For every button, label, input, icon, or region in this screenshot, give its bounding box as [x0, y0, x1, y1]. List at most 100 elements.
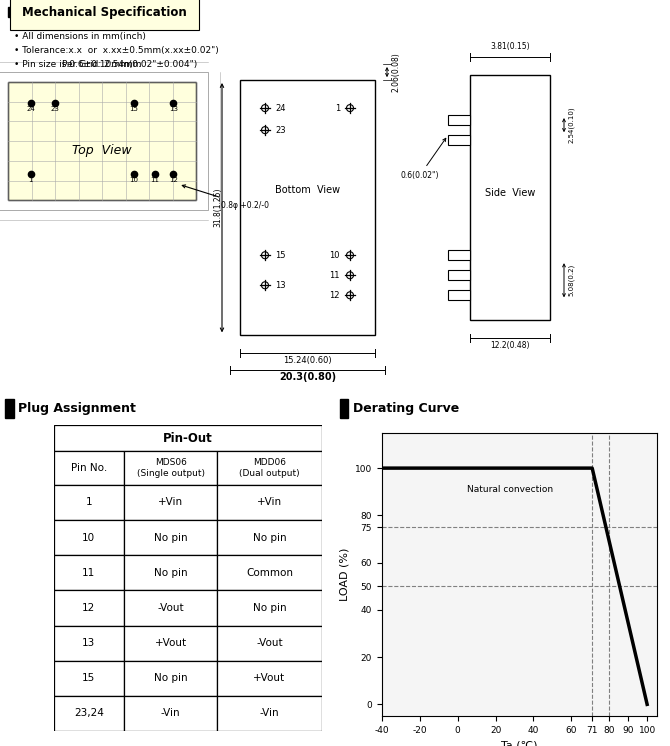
Bar	[54, 696, 124, 731]
Text: 15: 15	[129, 107, 139, 113]
Bar	[5, 399, 13, 418]
Text: 20.3(0.80): 20.3(0.80)	[279, 372, 336, 383]
Bar	[217, 626, 322, 661]
Bar	[217, 451, 322, 485]
Text: 24: 24	[26, 107, 35, 113]
Bar	[448, 290, 470, 301]
Y-axis label: LOAD (%): LOAD (%)	[340, 548, 349, 601]
Bar	[448, 135, 470, 145]
Text: +Vout: +Vout	[155, 638, 187, 648]
Text: Bottom  View: Bottom View	[275, 185, 340, 195]
Bar	[217, 661, 322, 696]
Text: 3.81(0.15): 3.81(0.15)	[490, 42, 530, 51]
Bar	[124, 590, 217, 626]
X-axis label: Ta (℃): Ta (℃)	[501, 741, 537, 746]
Bar	[217, 555, 322, 590]
Text: Natural convection: Natural convection	[467, 485, 553, 494]
Text: 15: 15	[275, 251, 285, 260]
Text: +Vout: +Vout	[253, 674, 285, 683]
Text: No pin: No pin	[154, 533, 188, 542]
Text: 12: 12	[169, 178, 178, 184]
Bar	[54, 425, 322, 451]
Text: No pin: No pin	[253, 533, 286, 542]
Text: • Pin size is:0.6±0.10mm(0.02"±0.004"): • Pin size is:0.6±0.10mm(0.02"±0.004")	[14, 60, 197, 69]
Text: No pin: No pin	[154, 568, 188, 578]
Text: 1: 1	[335, 104, 340, 113]
Bar	[54, 555, 124, 590]
Text: 13: 13	[82, 638, 96, 648]
Text: No pin: No pin	[253, 603, 286, 613]
Bar	[54, 451, 124, 485]
Text: 13: 13	[169, 107, 178, 113]
Text: Derating Curve: Derating Curve	[354, 402, 460, 415]
Text: 11: 11	[330, 271, 340, 280]
Bar	[448, 115, 470, 125]
Text: 2.54(0.10): 2.54(0.10)	[568, 107, 574, 143]
Text: -Vin: -Vin	[259, 709, 279, 718]
Bar	[217, 485, 322, 520]
Text: 12.2(0.48): 12.2(0.48)	[490, 342, 530, 351]
Bar	[448, 250, 470, 260]
Bar	[54, 590, 124, 626]
Text: • Tolerance:x.x  or  x.xx±0.5mm(x.xx±0.02"): • Tolerance:x.x or x.xx±0.5mm(x.xx±0.02"…	[14, 46, 218, 55]
Bar	[124, 485, 217, 520]
Bar	[8, 82, 196, 200]
Text: 12: 12	[82, 603, 96, 613]
Text: 13: 13	[275, 280, 285, 289]
Text: 10: 10	[129, 178, 139, 184]
Bar	[124, 451, 217, 485]
Bar	[240, 80, 375, 335]
Text: 15: 15	[82, 674, 96, 683]
Bar	[8, 7, 18, 17]
Text: 1: 1	[86, 498, 92, 507]
Bar	[124, 626, 217, 661]
Bar	[217, 590, 322, 626]
Text: +Vin: +Vin	[158, 498, 183, 507]
Text: 0.8φ +0.2/-0: 0.8φ +0.2/-0	[182, 185, 269, 210]
Bar	[54, 661, 124, 696]
Text: 10: 10	[82, 533, 95, 542]
Text: Pin-Out: Pin-Out	[163, 432, 212, 445]
Bar	[54, 626, 124, 661]
Bar	[0, 72, 208, 210]
Text: Per Grid: 2.54mm: Per Grid: 2.54mm	[62, 60, 142, 69]
Bar	[124, 520, 217, 555]
Text: 23: 23	[50, 107, 60, 113]
Bar	[217, 696, 322, 731]
Bar	[124, 661, 217, 696]
Text: Top  View: Top View	[72, 144, 132, 157]
Text: 12: 12	[330, 291, 340, 300]
Text: MDS06
(Single output): MDS06 (Single output)	[137, 458, 204, 477]
Bar	[124, 555, 217, 590]
Text: 5.08(0.2): 5.08(0.2)	[568, 264, 574, 296]
Text: Side  View: Side View	[485, 188, 535, 198]
Text: 10: 10	[330, 251, 340, 260]
Text: 11: 11	[82, 568, 96, 578]
Text: -Vout: -Vout	[157, 603, 184, 613]
Text: 0.6(0.02"): 0.6(0.02")	[401, 138, 446, 180]
Text: Common: Common	[246, 568, 293, 578]
Text: 24: 24	[275, 104, 285, 113]
Text: -Vout: -Vout	[256, 638, 283, 648]
Text: 31.8(1.25): 31.8(1.25)	[214, 188, 222, 228]
Text: 11: 11	[150, 178, 159, 184]
Bar	[470, 75, 550, 320]
Bar	[124, 696, 217, 731]
Text: • All dimensions in mm(inch): • All dimensions in mm(inch)	[14, 32, 146, 41]
Text: Pin No.: Pin No.	[71, 463, 107, 473]
Bar	[340, 399, 348, 418]
Text: 23: 23	[275, 125, 285, 134]
Text: -Vin: -Vin	[161, 709, 180, 718]
Text: 1: 1	[28, 178, 33, 184]
Text: Plug Assignment: Plug Assignment	[18, 402, 136, 415]
Text: 15.24(0.60): 15.24(0.60)	[283, 357, 332, 366]
Text: Mechanical Specification: Mechanical Specification	[22, 5, 187, 19]
Bar	[448, 270, 470, 280]
Bar	[54, 485, 124, 520]
Text: MDD06
(Dual output): MDD06 (Dual output)	[239, 458, 299, 477]
Bar	[217, 520, 322, 555]
Text: 2.06(0.08): 2.06(0.08)	[392, 52, 401, 92]
Text: 23,24: 23,24	[74, 709, 104, 718]
Text: No pin: No pin	[154, 674, 188, 683]
Text: +Vin: +Vin	[257, 498, 282, 507]
